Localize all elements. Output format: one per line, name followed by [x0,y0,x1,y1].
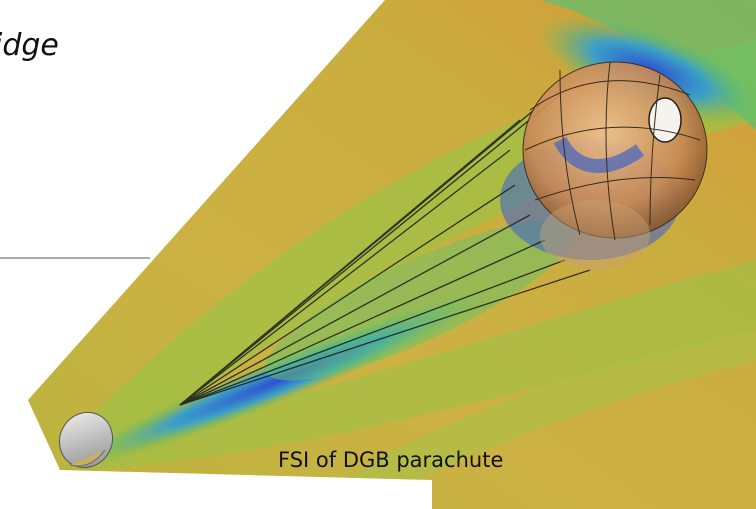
slide: idge FSI of DGB parachute [0,0,756,509]
page: idge FSI of DGB parachute (() => { const… [0,0,756,509]
slide-title: idge [0,28,59,63]
image-caption: FSI of DGB parachute [278,448,503,472]
